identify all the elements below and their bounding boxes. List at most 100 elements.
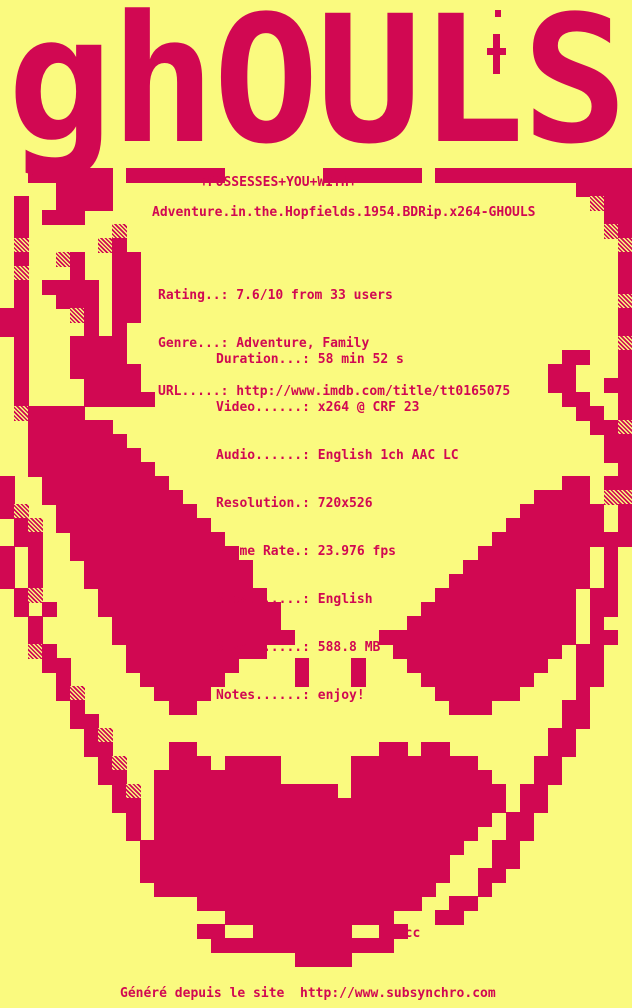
art-pixel-run xyxy=(0,560,15,575)
art-pixel-run xyxy=(98,770,127,785)
art-pixel-run xyxy=(126,644,268,659)
art-pixel-run xyxy=(617,224,632,239)
rating-line: Rating..: 7.6/10 from 33 users xyxy=(158,288,393,303)
art-pixel-run xyxy=(56,518,212,533)
art-pixel-run xyxy=(154,798,507,813)
art-pixel-run xyxy=(28,434,127,449)
art-pixel-run xyxy=(126,826,141,841)
art-pixel-run xyxy=(589,616,605,631)
art-pixel-run xyxy=(28,588,43,603)
art-pixel-run xyxy=(168,742,198,757)
art-pixel-run xyxy=(112,266,141,281)
size-line: Size.......: 588.8 MB xyxy=(216,640,381,655)
art-pixel-run xyxy=(0,476,15,491)
art-pixel-run xyxy=(491,854,521,869)
art-pixel-run xyxy=(617,392,632,407)
art-pixel-run xyxy=(42,476,170,491)
art-pixel-run xyxy=(14,294,29,309)
art-pixel-run xyxy=(519,504,605,519)
art-pixel-run xyxy=(617,504,632,519)
art-pixel-run xyxy=(603,448,632,463)
art-pixel-run xyxy=(351,770,493,785)
art-pixel-run xyxy=(70,714,99,729)
art-pixel-run xyxy=(112,308,141,323)
art-pixel-run xyxy=(84,742,113,757)
art-pixel-run xyxy=(98,728,113,743)
art-pixel-run xyxy=(112,784,127,799)
art-pixel-run xyxy=(14,392,29,407)
art-pixel-run xyxy=(575,406,605,421)
art-pixel-run xyxy=(70,336,127,351)
art-pixel-run xyxy=(154,882,436,897)
art-pixel-run xyxy=(42,210,85,225)
art-pixel-run xyxy=(421,602,577,617)
art-pixel-run xyxy=(14,602,29,617)
art-pixel-run xyxy=(617,420,632,435)
art-pixel-run xyxy=(351,672,366,687)
art-pixel-run xyxy=(407,658,549,673)
art-pixel-run xyxy=(519,798,549,813)
art-pixel-run xyxy=(84,574,254,589)
subs-line: Subs.......: English xyxy=(216,592,373,607)
art-pixel-run xyxy=(112,238,127,253)
art-pixel-run xyxy=(617,280,632,295)
art-pixel-run xyxy=(477,868,507,883)
art-pixel-run xyxy=(575,182,632,197)
art-pixel-run xyxy=(617,462,632,477)
art-pixel-run xyxy=(617,308,632,323)
art-pixel-run xyxy=(210,938,394,953)
art-pixel-run xyxy=(435,686,521,701)
art-pixel-run xyxy=(28,616,43,631)
art-pixel-run xyxy=(0,490,15,505)
art-pixel-run xyxy=(70,308,85,323)
art-pixel-run xyxy=(0,308,29,323)
art-pixel-run xyxy=(14,266,29,281)
art-pixel-run xyxy=(42,602,57,617)
art-pixel-run xyxy=(463,560,591,575)
art-pixel-run xyxy=(449,896,478,911)
art-pixel-run xyxy=(70,700,85,715)
art-pixel-run xyxy=(589,420,619,435)
art-pixel-run xyxy=(547,742,577,757)
release-name: Adventure.in.the.Hopfields.1954.BDRip.x2… xyxy=(152,205,536,220)
art-pixel-run xyxy=(575,686,591,701)
art-pixel-run xyxy=(617,322,632,337)
art-pixel-run xyxy=(351,784,507,799)
art-pixel-run xyxy=(617,336,632,351)
art-pixel-run xyxy=(449,574,591,589)
art-pixel-run xyxy=(196,924,226,939)
art-pixel-run xyxy=(98,588,268,603)
art-pixel-run xyxy=(28,420,113,435)
art-pixel-run xyxy=(56,686,71,701)
art-pixel-run xyxy=(491,532,632,547)
duration-line: Duration...: 58 min 52 s xyxy=(216,352,404,367)
art-pixel-run xyxy=(14,238,29,253)
art-pixel-run xyxy=(561,350,591,365)
art-pixel-run xyxy=(28,462,155,477)
art-pixel-run xyxy=(84,728,99,743)
art-pixel-run xyxy=(28,168,113,183)
file-info-block: Duration...: 58 min 52 s Video......: x2… xyxy=(216,320,459,720)
footer-generator-line: Généré depuis le site http://www.subsync… xyxy=(120,986,496,1001)
art-pixel-run xyxy=(112,252,141,267)
audio-line: Audio......: English 1ch AAC LC xyxy=(216,448,459,463)
art-pixel-run xyxy=(14,196,29,211)
art-pixel-run xyxy=(42,280,99,295)
art-pixel-run xyxy=(575,672,605,687)
art-pixel-run xyxy=(589,630,619,645)
art-pixel-run xyxy=(252,924,352,939)
art-pixel-run xyxy=(84,322,99,337)
art-pixel-run xyxy=(589,196,605,211)
art-pixel-run xyxy=(28,574,43,589)
art-pixel-run xyxy=(421,672,535,687)
art-pixel-run xyxy=(561,714,591,729)
art-pixel-run xyxy=(28,644,43,659)
art-pixel-run xyxy=(70,252,85,267)
art-pixel-run xyxy=(547,728,577,743)
art-pixel-run xyxy=(14,378,29,393)
art-pixel-run xyxy=(42,490,184,505)
art-pixel-run xyxy=(98,238,113,253)
art-pixel-run xyxy=(323,168,422,183)
logo-title: ghOULS xyxy=(7,0,628,183)
art-pixel-run xyxy=(379,630,577,645)
